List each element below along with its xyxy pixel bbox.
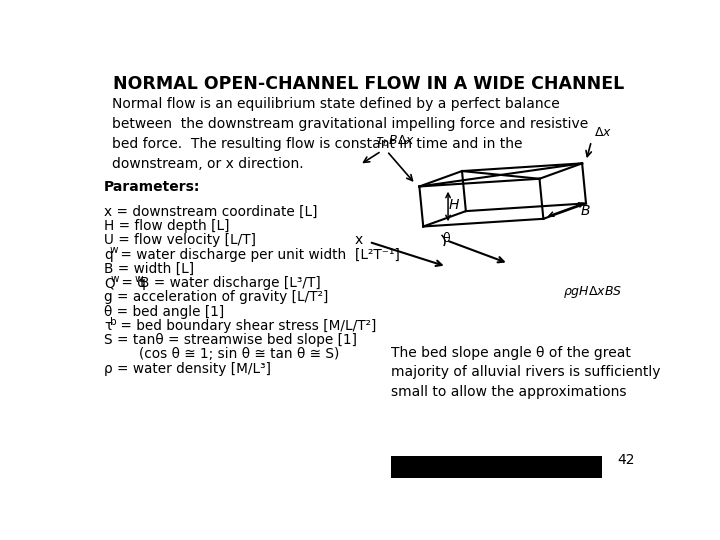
- Text: H: H: [449, 198, 459, 212]
- Text: Normal flow is an equilibrium state defined by a perfect balance
between  the do: Normal flow is an equilibrium state defi…: [112, 97, 588, 171]
- Text: θ: θ: [443, 232, 450, 245]
- Text: Q: Q: [104, 276, 114, 290]
- Text: H = flow depth [L]: H = flow depth [L]: [104, 219, 230, 233]
- Text: B: B: [580, 204, 590, 218]
- Text: Parameters:: Parameters:: [104, 180, 200, 194]
- Text: q: q: [104, 248, 112, 262]
- Text: τ: τ: [104, 319, 112, 333]
- Text: U = flow velocity [L/T]: U = flow velocity [L/T]: [104, 233, 256, 247]
- Text: NORMAL OPEN-CHANNEL FLOW IN A WIDE CHANNEL: NORMAL OPEN-CHANNEL FLOW IN A WIDE CHANN…: [113, 75, 625, 93]
- Text: B = width [L]: B = width [L]: [104, 262, 194, 276]
- Text: = bed boundary shear stress [M/L/T²]: = bed boundary shear stress [M/L/T²]: [116, 319, 376, 333]
- Text: 42: 42: [617, 453, 635, 467]
- Text: x: x: [354, 233, 363, 247]
- Text: b: b: [110, 316, 117, 327]
- Text: x = downstream coordinate [L]: x = downstream coordinate [L]: [104, 205, 318, 219]
- Text: = water discharge per unit width  [L²T⁻¹]: = water discharge per unit width [L²T⁻¹]: [116, 248, 400, 262]
- Text: $\tau_b B\Delta x$: $\tau_b B\Delta x$: [375, 134, 415, 150]
- Text: (cos θ ≅ 1; sin θ ≅ tan θ ≅ S): (cos θ ≅ 1; sin θ ≅ tan θ ≅ S): [104, 347, 339, 361]
- Text: B = water discharge [L³/T]: B = water discharge [L³/T]: [140, 276, 321, 290]
- Bar: [391, 456, 601, 477]
- Text: $\rho g H \Delta x BS$: $\rho g H \Delta x BS$: [563, 284, 622, 300]
- Text: w: w: [111, 274, 120, 284]
- Text: w: w: [109, 245, 118, 255]
- Text: S = tanθ = streamwise bed slope [1]: S = tanθ = streamwise bed slope [1]: [104, 333, 357, 347]
- Text: = q: = q: [117, 276, 146, 290]
- Text: ρ = water density [M/L³]: ρ = water density [M/L³]: [104, 362, 271, 376]
- Text: The bed slope angle θ of the great
majority of alluvial rivers is sufficiently
s: The bed slope angle θ of the great major…: [391, 346, 660, 399]
- Text: g = acceleration of gravity [L/T²]: g = acceleration of gravity [L/T²]: [104, 291, 328, 305]
- Text: θ = bed angle [1]: θ = bed angle [1]: [104, 305, 224, 319]
- Text: w: w: [134, 274, 143, 284]
- Text: $\Delta x$: $\Delta x$: [594, 126, 612, 139]
